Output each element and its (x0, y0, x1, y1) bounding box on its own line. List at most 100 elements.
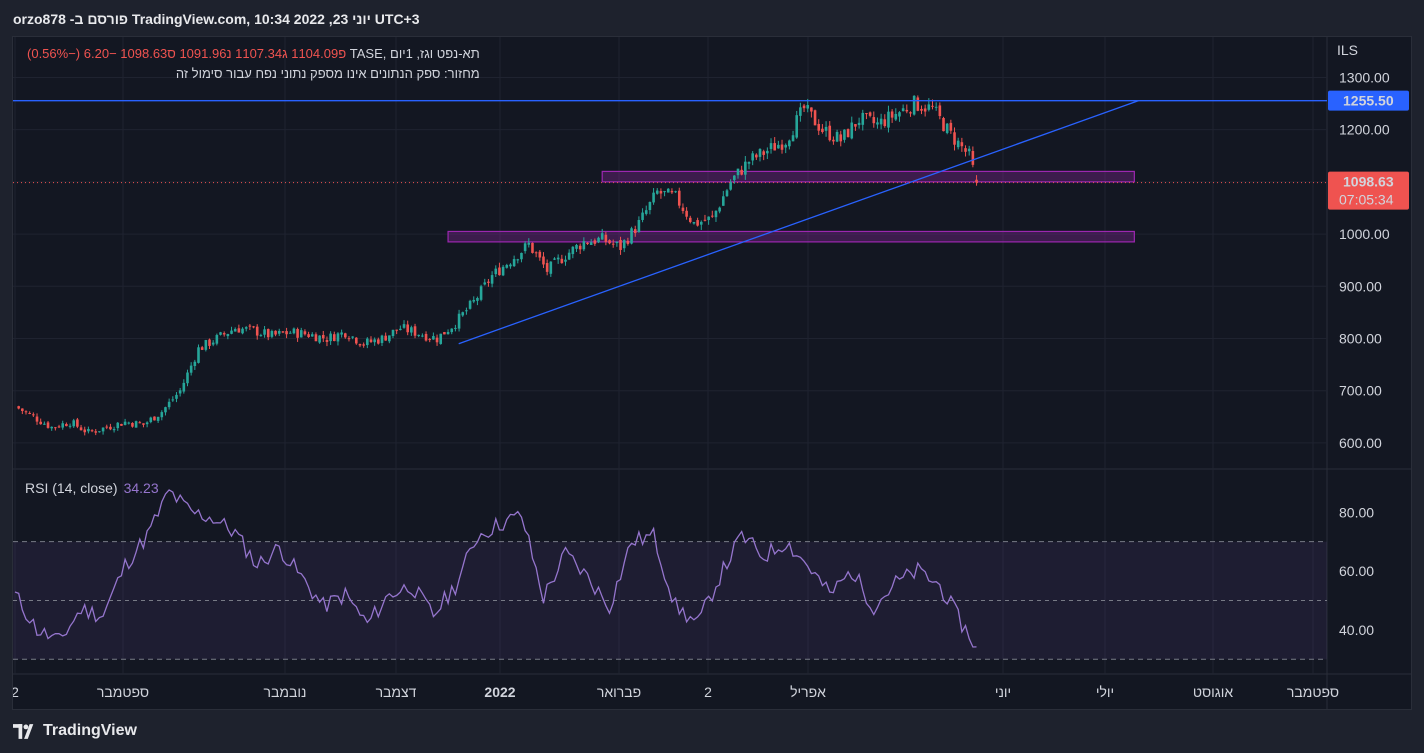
candle-body (131, 422, 134, 427)
candle-body (821, 128, 824, 132)
candle-body (556, 257, 560, 260)
candle-body (120, 424, 123, 426)
candle-body (758, 148, 762, 157)
candle-body (476, 297, 479, 301)
candle-body (410, 327, 413, 333)
candle-body (413, 326, 417, 336)
candle-body (633, 229, 637, 234)
candle-body (501, 266, 505, 276)
candle-body (395, 329, 398, 331)
rsi-legend[interactable]: RSI (14, close) 34.23 (25, 480, 159, 496)
candle-body (890, 111, 894, 118)
candle-body (707, 216, 710, 221)
candle-body (439, 333, 443, 344)
candle-body (321, 334, 325, 339)
candle-body (468, 300, 472, 309)
rsi-label: RSI (14, close) (25, 480, 118, 496)
candle-body (318, 335, 321, 343)
candle-body (109, 426, 112, 430)
candle-body (446, 332, 450, 335)
candle-body (46, 422, 50, 428)
candle-body (883, 119, 887, 127)
candle-body (674, 191, 677, 193)
candle-body (336, 333, 340, 342)
candle-body (813, 110, 817, 126)
candle-body (266, 329, 270, 338)
candle-body (894, 113, 898, 120)
price-tick-label: 600.00 (1339, 435, 1382, 451)
candle-body (942, 118, 945, 132)
resistance-price-label: 1255.50 (1343, 93, 1394, 109)
support-zone (601, 170, 1135, 183)
candle-body (204, 340, 208, 350)
candle-body (35, 416, 39, 422)
price-tick-label: 900.00 (1339, 278, 1382, 294)
candle-body (134, 421, 138, 428)
candle-body (854, 124, 857, 127)
candle-body (553, 258, 556, 260)
candle-body (949, 122, 953, 131)
candle-body (72, 420, 76, 427)
rsi-tick-label: 80.00 (1339, 504, 1374, 520)
candle-body (193, 361, 197, 367)
candle-body (685, 210, 688, 217)
candle-body (523, 243, 527, 252)
candle-body (252, 326, 255, 328)
support-zones[interactable] (447, 170, 1135, 243)
trend-line (458, 100, 1139, 345)
symbol-name[interactable]: תא-נפט וגז, 1יום ,TASE (349, 46, 480, 61)
candle-body (828, 125, 832, 141)
candle-body (729, 182, 732, 190)
drawings[interactable] (13, 100, 1327, 345)
candle-body (571, 246, 575, 255)
candle-body (681, 207, 685, 211)
chart-svg[interactable]: 600.00700.00800.00900.001000.001100.0012… (13, 37, 1411, 709)
candle-body (670, 190, 674, 193)
candle-body (560, 258, 564, 264)
candle-body (655, 190, 659, 194)
candle-body (799, 107, 802, 116)
chart-frame[interactable]: 600.00700.00800.00900.001000.001100.0012… (12, 36, 1412, 710)
candle-body (608, 240, 611, 244)
candle-body (589, 242, 593, 245)
candle-body (369, 339, 373, 342)
bar-countdown: 07:05:34 (1339, 192, 1394, 208)
candle-body (971, 151, 975, 165)
rsi-value: 34.23 (123, 480, 159, 496)
candle-body (454, 327, 457, 329)
candle-body (736, 168, 740, 176)
candle-body (94, 431, 98, 433)
candle-body (611, 243, 615, 245)
candle-body (777, 144, 780, 149)
candle-body (975, 179, 978, 183)
candle-body (644, 210, 648, 214)
candle-body (876, 122, 879, 125)
candle-body (832, 139, 835, 142)
candle-body (505, 265, 509, 268)
candle-body (788, 140, 791, 147)
candle-body (538, 251, 542, 258)
candle-body (79, 427, 83, 431)
candle-body (424, 333, 428, 341)
candle-body (740, 169, 743, 175)
candle-body (171, 399, 175, 401)
time-tick-label: פברואר (597, 684, 641, 700)
candle-body (766, 150, 769, 154)
tradingview-logo[interactable]: TradingView (13, 722, 137, 740)
candle-body (443, 332, 446, 335)
candle-body (509, 264, 512, 267)
price-tick-label: 1000.00 (1339, 226, 1390, 242)
candle-body (927, 104, 931, 110)
support-zone (447, 230, 1135, 243)
price-tick-label: 1200.00 (1339, 122, 1390, 138)
candle-body (692, 222, 696, 224)
candle-body (575, 244, 578, 249)
candle-body (960, 142, 964, 147)
candle-body (784, 144, 787, 148)
candle-body (626, 240, 630, 244)
candle-body (98, 431, 101, 433)
candle-body (197, 347, 200, 363)
candle-body (21, 408, 24, 412)
candle-body (688, 217, 692, 222)
candle-body (182, 382, 186, 392)
